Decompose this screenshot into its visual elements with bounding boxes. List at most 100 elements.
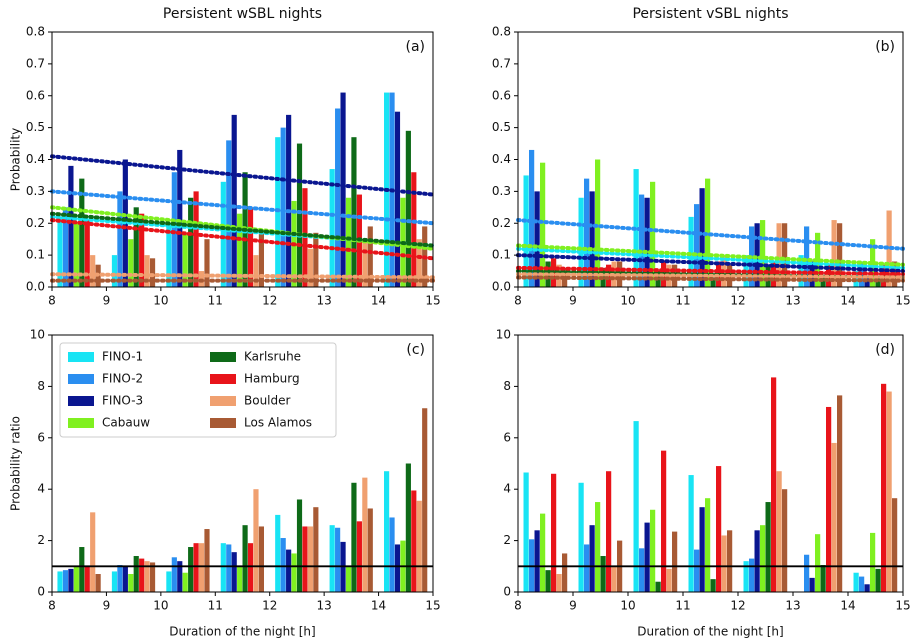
y-tick-label: 2 (37, 533, 45, 547)
y-tick-label: 10 (496, 328, 511, 342)
bar (226, 544, 232, 592)
bar (258, 526, 264, 592)
x-tick-label: 11 (208, 294, 223, 308)
bar (95, 574, 101, 592)
bar (416, 239, 422, 287)
bar (710, 579, 716, 592)
x-tick-label: 15 (895, 599, 910, 613)
bar (291, 553, 297, 592)
x-tick-label: 12 (262, 599, 277, 613)
bar (644, 197, 650, 287)
bar (534, 530, 540, 592)
bar (345, 197, 352, 287)
bar (721, 535, 727, 592)
bar (182, 572, 188, 592)
legend-swatch (210, 374, 236, 384)
bar (875, 277, 881, 287)
bar (650, 509, 656, 592)
bar (551, 473, 557, 592)
x-tick-label: 10 (620, 294, 635, 308)
panel-label: (c) (406, 342, 425, 358)
bar (672, 531, 678, 592)
y-tick-label: 0.5 (492, 120, 511, 134)
bar (688, 216, 694, 287)
bar (606, 471, 612, 592)
y-tick-label: 0.5 (26, 120, 45, 134)
bar (367, 226, 373, 287)
y-tick-label: 0.3 (26, 184, 45, 198)
bar (231, 114, 237, 287)
bar (666, 568, 672, 592)
y-tick-label: 2 (503, 533, 511, 547)
bar (302, 526, 308, 592)
bar (562, 553, 568, 592)
bar (694, 549, 700, 592)
bar (68, 568, 74, 592)
y-tick-label: 0 (503, 585, 511, 599)
bar (782, 223, 788, 287)
y-tick-label: 6 (503, 430, 511, 444)
bar (171, 172, 177, 287)
x-tick-label: 12 (262, 294, 277, 308)
x-tick-label: 15 (895, 294, 910, 308)
bar (242, 525, 248, 592)
bar (204, 529, 210, 592)
trend-line (516, 272, 905, 280)
bar (754, 530, 760, 592)
bar (859, 576, 865, 592)
legend-swatch (68, 352, 94, 362)
x-tick-label: 13 (785, 599, 800, 613)
panel-label: (a) (405, 39, 425, 55)
legend-label: FINO-2 (102, 372, 143, 386)
bar (782, 489, 788, 592)
bar (166, 571, 172, 592)
bar (307, 526, 313, 592)
bar (258, 232, 264, 287)
bar (133, 207, 139, 287)
bar (584, 544, 590, 592)
legend-swatch (210, 352, 236, 362)
y-tick-label: 4 (503, 482, 511, 496)
legend-label: Los Alamos (244, 416, 312, 430)
bar (73, 223, 79, 287)
legend-swatch (68, 374, 94, 384)
bar (765, 502, 771, 592)
bar (394, 111, 401, 287)
bar (182, 232, 188, 287)
legend-label: FINO-3 (102, 394, 143, 408)
bar (188, 547, 194, 592)
bar (727, 530, 733, 592)
bar (886, 210, 892, 287)
x-tick-label: 8 (514, 599, 522, 613)
bar (62, 207, 69, 287)
bar (644, 522, 650, 592)
x-tick-label: 15 (425, 294, 440, 308)
bar (804, 554, 810, 592)
trend-line (516, 246, 905, 270)
bar (335, 527, 341, 592)
legend-label: FINO-1 (102, 350, 143, 364)
bar (771, 377, 777, 592)
y-tick-label: 0.2 (492, 216, 511, 230)
bar (307, 248, 313, 287)
bar (57, 216, 63, 287)
bar (529, 149, 535, 287)
bar (815, 534, 821, 592)
y-tick-label: 0.6 (26, 88, 45, 102)
bar (705, 178, 711, 287)
bar (639, 194, 645, 287)
bar (193, 543, 199, 592)
bar (523, 175, 529, 287)
legend-label: Boulder (244, 394, 291, 408)
bar (68, 165, 74, 287)
y-tick-label: 0.4 (492, 152, 511, 166)
legend-label: Hamburg (244, 372, 300, 386)
bar (837, 223, 843, 287)
bar (650, 181, 656, 287)
bar (171, 557, 177, 592)
trend-line (50, 189, 435, 226)
x-tick-label: 9 (103, 294, 111, 308)
panel-title: Persistent vSBL nights (632, 6, 788, 22)
bar (886, 391, 892, 592)
